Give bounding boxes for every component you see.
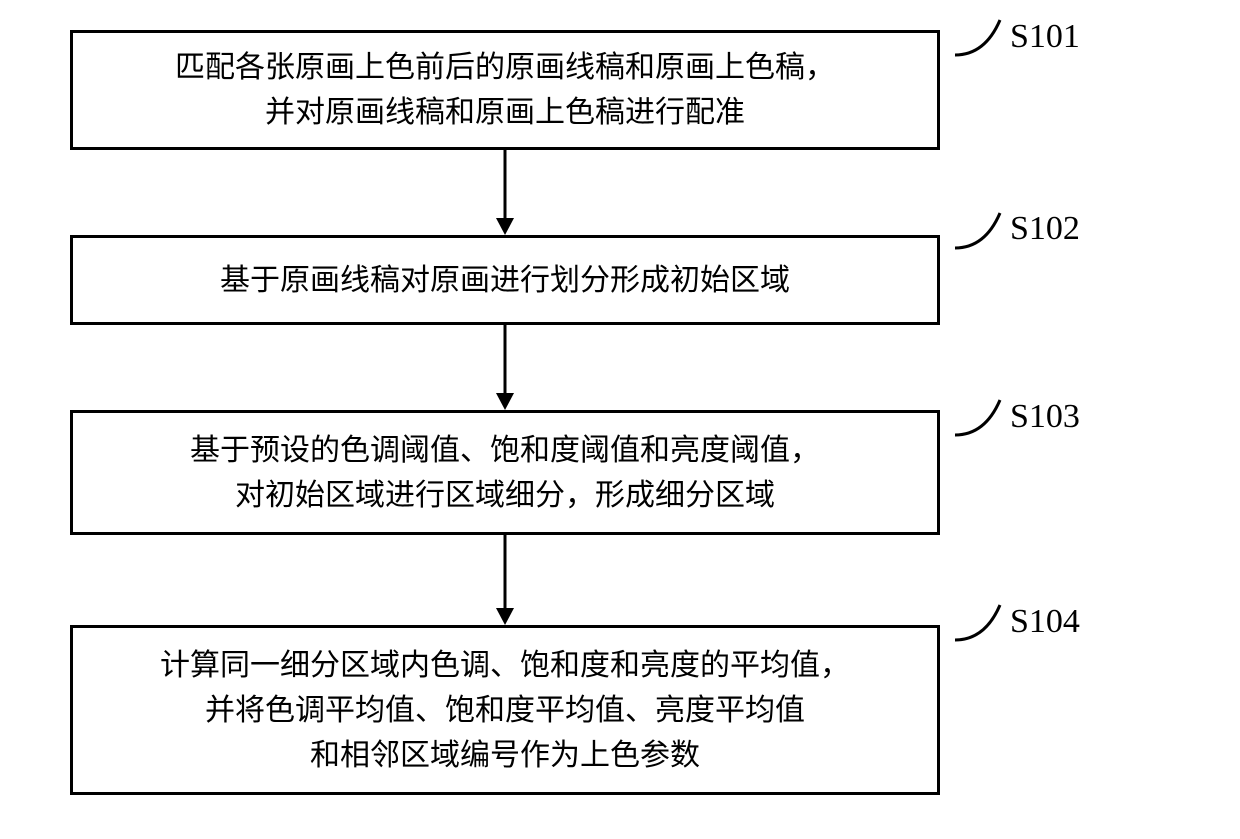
arrow-s102-s103 xyxy=(490,325,520,410)
step-box-s101: 匹配各张原画上色前后的原画线稿和原画上色稿， 并对原画线稿和原画上色稿进行配准 xyxy=(70,30,940,150)
step-label-s104: S104 xyxy=(1010,603,1080,641)
step-label-s103: S103 xyxy=(1010,398,1080,436)
label-connector-s101 xyxy=(940,15,1020,75)
label-connector-s104 xyxy=(940,600,1020,660)
label-connector-s102 xyxy=(940,208,1020,268)
flowchart-canvas: 匹配各张原画上色前后的原画线稿和原画上色稿， 并对原画线稿和原画上色稿进行配准 … xyxy=(0,0,1240,839)
step-text-s102: 基于原画线稿对原画进行划分形成初始区域 xyxy=(220,258,790,303)
step-box-s103: 基于预设的色调阈值、饱和度阈值和亮度阈值， 对初始区域进行区域细分，形成细分区域 xyxy=(70,410,940,535)
step-text-s104: 计算同一细分区域内色调、饱和度和亮度的平均值， 并将色调平均值、饱和度平均值、亮… xyxy=(160,643,850,778)
step-box-s104: 计算同一细分区域内色调、饱和度和亮度的平均值， 并将色调平均值、饱和度平均值、亮… xyxy=(70,625,940,795)
step-text-s103: 基于预设的色调阈值、饱和度阈值和亮度阈值， 对初始区域进行区域细分，形成细分区域 xyxy=(190,428,820,518)
step-label-s102: S102 xyxy=(1010,210,1080,248)
step-box-s102: 基于原画线稿对原画进行划分形成初始区域 xyxy=(70,235,940,325)
step-label-s101: S101 xyxy=(1010,18,1080,56)
arrow-s103-s104 xyxy=(490,535,520,625)
arrow-s101-s102 xyxy=(490,150,520,235)
label-connector-s103 xyxy=(940,395,1020,455)
step-text-s101: 匹配各张原画上色前后的原画线稿和原画上色稿， 并对原画线稿和原画上色稿进行配准 xyxy=(175,45,835,135)
